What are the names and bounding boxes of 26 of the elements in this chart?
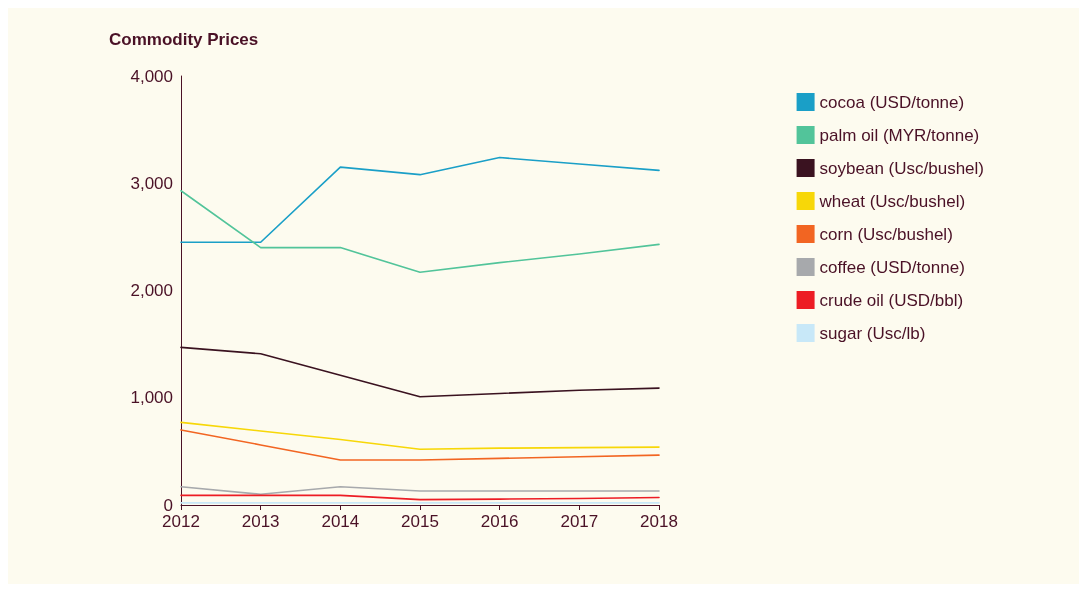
y-tick-label: 4,000 bbox=[130, 66, 173, 86]
legend-label: sugar (Usc/lb) bbox=[819, 323, 926, 343]
legend-label: palm oil (MYR/tonne) bbox=[819, 125, 980, 145]
line-series bbox=[180, 156, 660, 244]
y-tick-label: 0 bbox=[163, 495, 173, 515]
x-tick-label: 2016 bbox=[480, 512, 519, 531]
y-tick-label: 2,000 bbox=[130, 281, 173, 300]
legend-label: corn (Usc/bushel) bbox=[819, 224, 953, 244]
x-tick-label: 2014 bbox=[321, 512, 360, 531]
x-tick-label: 2012 bbox=[162, 512, 200, 531]
line-series bbox=[180, 429, 660, 461]
line-series bbox=[180, 346, 660, 398]
x-tick-label: 2017 bbox=[560, 512, 599, 531]
y-tick-label: 3,000 bbox=[130, 173, 173, 193]
legend-label: wheat (Usc/bushel) bbox=[818, 191, 966, 211]
legend-label: soybean (Usc/bushel) bbox=[819, 158, 985, 178]
legend-label: cocoa (USD/tonne) bbox=[819, 92, 965, 112]
legend-label: crude oil (USD/bbl) bbox=[819, 290, 964, 310]
line-series bbox=[180, 189, 660, 274]
chart-title: Commodity Prices bbox=[109, 30, 259, 49]
y-tick-label: 1,000 bbox=[130, 388, 173, 408]
x-tick-label: 2013 bbox=[241, 512, 280, 531]
x-tick-label: 2015 bbox=[401, 512, 439, 531]
x-tick-label: 2018 bbox=[640, 512, 678, 531]
legend-label: coffee (USD/tonne) bbox=[819, 257, 965, 277]
line-series bbox=[180, 421, 660, 451]
